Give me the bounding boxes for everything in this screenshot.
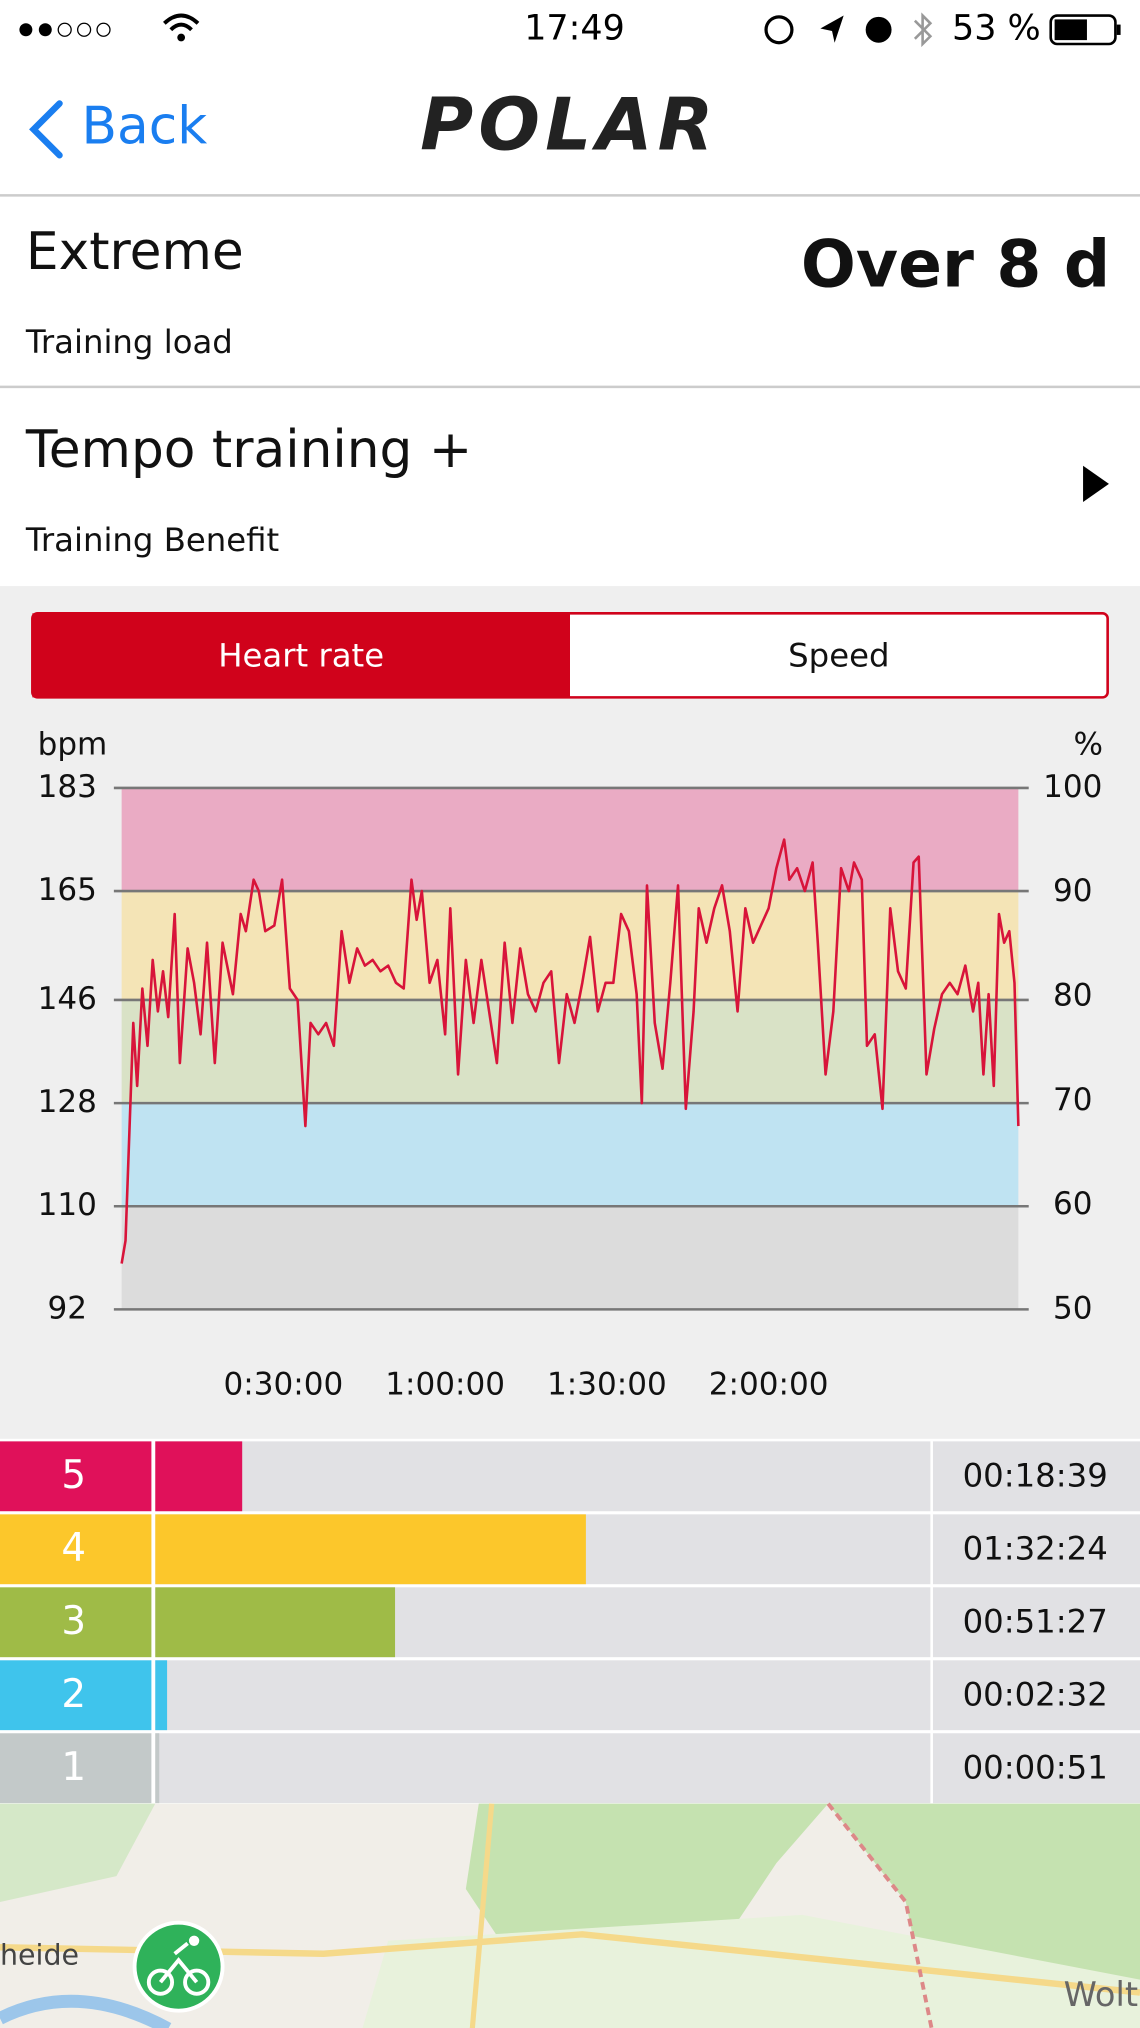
zone-label: 5 <box>61 1453 86 1498</box>
zone-label: 4 <box>61 1526 86 1571</box>
chart: 92 110 128 146 165 183 50 60 70 80 90 100 bpm % 0:30:0… <box>38 726 1103 1402</box>
x-tick-label: 1:00:00 <box>385 1367 505 1403</box>
y2-tick-label: 100 <box>1043 769 1102 805</box>
tab-border <box>31 611 1109 699</box>
zone-bar <box>155 1441 243 1512</box>
chevron[interactable] <box>1083 465 1109 503</box>
y-tick-label: 110 <box>38 1187 97 1223</box>
logo: POLAR <box>420 83 719 167</box>
y-tick-label: 165 <box>38 872 97 908</box>
zone-track <box>155 1441 931 1512</box>
zone-track <box>155 1660 931 1731</box>
y2-tick-label: 60 <box>1053 1186 1093 1222</box>
zone-label: 3 <box>61 1599 86 1644</box>
map-label: heide <box>0 1938 79 1971</box>
zone-time-cell <box>932 1733 1140 1804</box>
back-button[interactable]: Back <box>29 96 208 159</box>
status-icons <box>19 12 1121 48</box>
y2-tick-label: 80 <box>1053 978 1093 1014</box>
zone-bar <box>155 1733 160 1804</box>
tab-bar: Heart rate Speed <box>31 611 1109 699</box>
zone-time-cell <box>932 1660 1140 1731</box>
zone-label: 1 <box>61 1745 86 1790</box>
y-axis-label: bpm <box>38 726 108 762</box>
map-label: Wolt <box>1064 1975 1138 2014</box>
training-load-label: Training load <box>25 323 233 361</box>
zone-band <box>121 787 1019 892</box>
x-tick-label: 1:30:00 <box>547 1367 667 1403</box>
y-tick-label: 92 <box>48 1290 88 1326</box>
zone-band <box>121 891 1019 1000</box>
zone-time-cell <box>932 1441 1140 1512</box>
y2-tick-label: 90 <box>1053 873 1093 909</box>
zone-table: 5 00:18:39 4 01:32:24 3 00:51:27 2 00:02:32 1 00:… <box>0 1438 1140 1804</box>
zone-band <box>121 999 1019 1104</box>
zone-time: 00:18:39 <box>963 1457 1108 1495</box>
x-tick-label: 2:00:00 <box>709 1367 829 1403</box>
training-load-value: Extreme <box>26 222 244 282</box>
zone-chip <box>0 1514 152 1585</box>
zone-bar <box>155 1587 396 1658</box>
map[interactable]: heide Wolt <box>0 1802 1140 2028</box>
tab-label[interactable]: Speed <box>788 636 889 674</box>
battery-level: 53 % <box>952 9 1041 49</box>
zone-bar <box>155 1514 586 1585</box>
heart-rate-line <box>120 838 1020 1264</box>
zone-time: 00:00:51 <box>963 1748 1108 1786</box>
zone-time: 01:32:24 <box>963 1530 1108 1568</box>
status-time: 17:49 <box>524 9 625 49</box>
y-tick-label: 128 <box>38 1084 97 1120</box>
zone-band <box>121 1206 1019 1310</box>
training-benefit-label[interactable]: Training Benefit <box>25 521 279 559</box>
y-tick-label: 146 <box>38 981 97 1017</box>
training-benefit-row[interactable]: Tempo training + Training Benefit <box>25 420 1109 559</box>
zone-time: 00:51:27 <box>963 1603 1108 1641</box>
zone-chip <box>0 1733 152 1804</box>
back-label[interactable]: Back <box>82 96 208 156</box>
y2-tick-label: 70 <box>1053 1082 1093 1118</box>
y2-tick-label: 50 <box>1053 1290 1093 1326</box>
zone-chip <box>0 1587 152 1658</box>
training-benefit-value[interactable]: Tempo training + <box>25 420 472 480</box>
tab[interactable] <box>32 613 570 698</box>
zone-time-cell <box>932 1514 1140 1585</box>
tab[interactable] <box>570 613 1108 698</box>
zone-track <box>155 1733 931 1804</box>
x-tick-label: 0:30:00 <box>224 1367 344 1403</box>
tab-label[interactable]: Heart rate <box>218 636 384 674</box>
y-tick-label: 183 <box>38 769 97 805</box>
zone-time-cell <box>932 1587 1140 1658</box>
zone-band <box>121 1103 1019 1207</box>
zone-chip <box>0 1660 152 1731</box>
zone-label: 2 <box>61 1672 86 1717</box>
zone-bar <box>155 1660 168 1731</box>
y2-axis-label: % <box>1073 726 1103 762</box>
recovery-time: Over 8 d <box>801 228 1110 303</box>
zone-chip <box>0 1441 152 1512</box>
zone-time: 00:02:32 <box>963 1676 1108 1714</box>
